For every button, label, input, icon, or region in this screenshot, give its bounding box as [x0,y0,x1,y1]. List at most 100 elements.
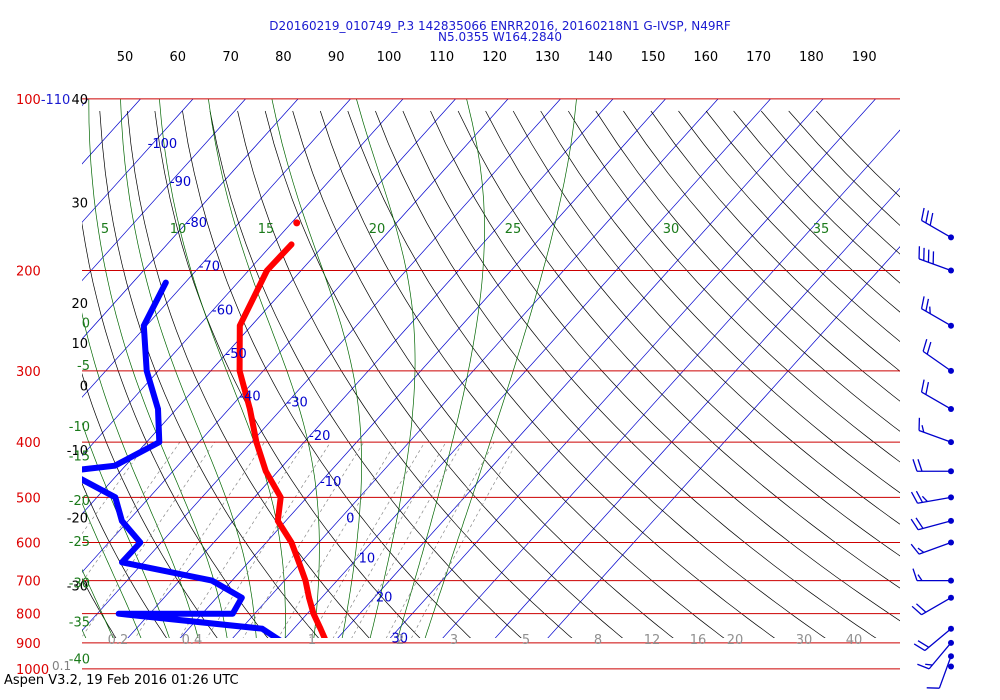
mixing-ratio-line [332,441,447,638]
wind-barb [918,429,952,443]
sounding-title-line2: N5.0355 W164.2840 [438,30,562,44]
wind-barb-flag [925,663,933,666]
height-label: -10 [67,444,88,459]
height-label: -30 [67,580,88,595]
moist-adiabat-line [82,568,114,638]
isotherm-label: 0 [346,512,354,527]
wind-barb-flag [910,518,919,531]
wind-barb-flag [915,603,927,613]
temperature-point [317,625,324,632]
dry-adiabat-line [182,110,471,638]
dewpoint-point [143,368,150,374]
isotherm-line [82,98,561,632]
pressure-label: 400 [16,436,41,451]
isotherm-label: -100 [148,137,178,152]
theta-e-label: -35 [69,615,90,630]
theta-e-label: -20 [69,494,90,509]
wind-barb-flag [921,495,928,502]
top-scale-label: 150 [641,50,666,65]
mixing-ratio-label: 12 [644,633,661,648]
isotherm-line [82,98,404,457]
mixing-ratio-label: 5 [522,633,530,648]
mixing-ratio-line [411,441,518,638]
wind-barb-flag [925,210,930,224]
mixing-ratio-label: 3 [450,633,458,648]
temperature-point [277,494,284,501]
dry-adiabat-line [154,110,421,638]
theta-e-label: -25 [69,535,90,550]
isotherm-line [82,98,246,282]
wind-barb [921,597,952,616]
dewpoint-trace [82,279,282,638]
top-scale-label: 100 [377,50,402,65]
pressure-label: 300 [16,365,41,380]
top-scale-label: 120 [482,50,507,65]
top-scale-label: 90 [328,50,345,65]
wind-barb-flag [917,459,923,472]
isotherm-line [82,98,509,573]
dry-adiabat-line [209,110,522,638]
moist-adiabat-line [356,98,416,638]
dewpoint-point [119,559,125,566]
top-scale-label: 80 [275,50,292,65]
moist-adiabat-line [82,502,142,638]
pressure-label: 800 [16,608,41,623]
moist-adiabat-line [424,98,577,638]
dewpoint-point [112,494,119,501]
dewpoint-point [259,625,266,632]
wind-barb-flag [915,490,924,503]
height-label: -20 [67,511,88,526]
mixing-ratio-line [206,441,331,638]
dry-adiabat-line [512,110,900,525]
dry-adiabat-line [788,110,900,226]
temperature-point [306,594,312,601]
wind-barb-flag [920,379,925,393]
temperature-isolated-point [293,219,301,227]
isotherm-label: -40 [239,390,260,405]
dewpoint-point [229,610,236,617]
isotherm-label: 20 [376,591,393,606]
mixing-ratio-line [82,441,181,583]
wind-barb-flag [912,459,918,472]
dry-adiabat-line [816,110,900,198]
isotherm-label: -70 [199,260,220,275]
wind-barb-flag [917,640,930,648]
wind-barb-flag [917,663,930,670]
dry-adiabat-line [292,110,674,638]
height-label: 20 [71,297,88,312]
moist-adiabat-line [82,312,199,638]
mixing-ratio-label: 40 [846,633,863,648]
pressure-label: 900 [16,637,41,652]
moist-adiabat-line [208,98,320,638]
wind-barb-flag [917,547,925,553]
temperature-point [237,322,243,329]
top-scale-label: 110 [429,50,454,65]
dry-adiabat-line [264,110,624,638]
temperature-point [288,241,295,248]
top-scale-label: 50 [117,50,134,65]
top-scale-label: 60 [170,50,187,65]
wind-barb-flag [910,491,919,504]
top-scale-label: 70 [222,50,239,65]
isotherm-label: -60 [212,303,233,318]
height-label: 40 [71,93,88,108]
theta-e-label: 35 [813,222,830,237]
wind-barb-flag [911,605,922,616]
dry-adiabat-line [319,110,725,638]
wind-barb [917,520,952,531]
isotherm-label: -10 [320,475,341,490]
isotherm-line [442,129,900,638]
isotherm-line [82,98,299,340]
mixing-ratio-label: 1 [308,633,316,648]
mixing-ratio-label: 30 [796,633,813,648]
height-label: 0.1 [52,659,71,673]
dewpoint-point [156,439,163,445]
wind-barb-flag [912,568,918,581]
dewpoint-point [119,518,125,524]
isotherm-line [82,98,194,223]
dry-adiabat-line [623,110,900,402]
dry-adiabat-line [82,482,167,638]
dewpoint-point [137,539,144,546]
mixing-ratio-line [242,441,365,638]
